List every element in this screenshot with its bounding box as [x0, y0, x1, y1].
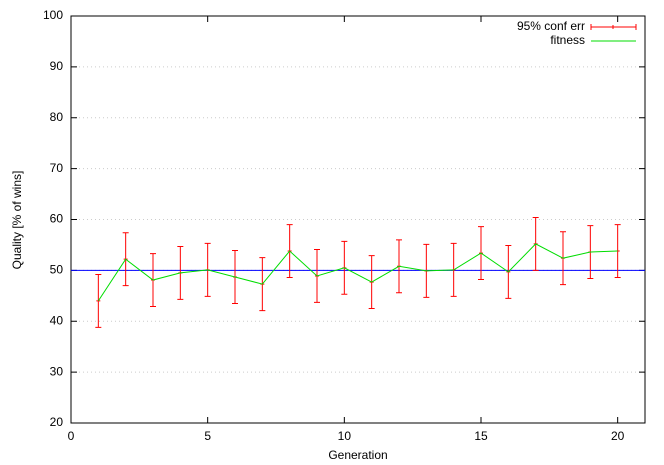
- error-bar: [95, 273, 102, 328]
- y-axis-label: Quality [% of wins]: [10, 171, 24, 270]
- x-tick-label: 10: [338, 429, 352, 443]
- legend-label: 95% conf err: [517, 19, 585, 33]
- y-tick-label: 90: [50, 59, 64, 73]
- y-tick-label: 100: [43, 8, 63, 22]
- x-tick-label: 20: [611, 429, 625, 443]
- legend-swatch: [590, 24, 637, 30]
- y-tick-label: 80: [50, 110, 64, 124]
- y-tick-label: 20: [50, 415, 64, 429]
- legend-label: fitness: [550, 33, 585, 47]
- y-tick-label: 60: [50, 212, 64, 226]
- plot-frame: [70, 15, 646, 424]
- x-tick-label: 15: [474, 429, 488, 443]
- y-tick-label: 70: [50, 161, 64, 175]
- fitness-line: [97, 243, 618, 302]
- error-bar: [614, 224, 621, 278]
- y-tick-label: 30: [50, 364, 64, 378]
- x-axis-label: Generation: [328, 448, 387, 462]
- x-tick-label: 0: [68, 429, 75, 443]
- y-tick-label: 50: [50, 263, 64, 277]
- y-tick-label: 40: [50, 313, 64, 327]
- x-tick-label: 5: [204, 429, 211, 443]
